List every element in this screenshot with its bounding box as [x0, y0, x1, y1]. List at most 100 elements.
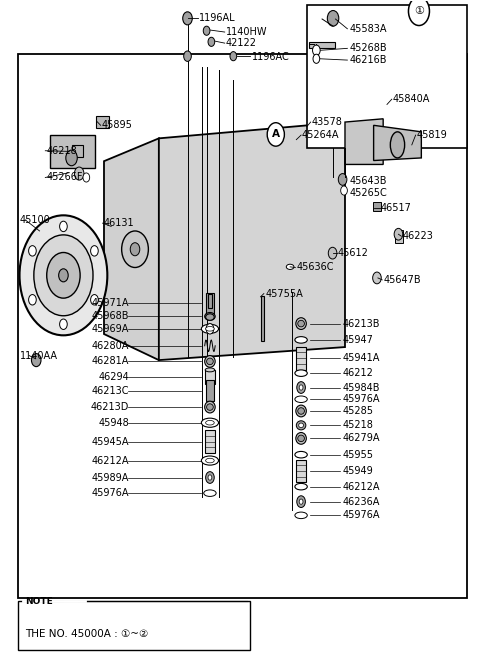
Bar: [309, 42, 336, 48]
Ellipse shape: [204, 312, 215, 320]
Ellipse shape: [206, 358, 213, 365]
Circle shape: [408, 0, 430, 26]
Ellipse shape: [296, 432, 306, 444]
Bar: [395, 230, 403, 243]
Polygon shape: [104, 138, 159, 360]
Ellipse shape: [295, 512, 307, 519]
Bar: [72, 145, 83, 157]
Circle shape: [267, 122, 284, 146]
Circle shape: [34, 235, 93, 316]
Ellipse shape: [298, 320, 304, 327]
Bar: [207, 293, 212, 308]
Circle shape: [29, 246, 36, 256]
Circle shape: [74, 167, 84, 180]
Circle shape: [83, 173, 90, 182]
Polygon shape: [159, 122, 345, 360]
Text: 45755A: 45755A: [265, 289, 303, 299]
Text: 46223: 46223: [402, 231, 433, 241]
Text: 45989A: 45989A: [92, 472, 129, 483]
Ellipse shape: [204, 490, 216, 496]
Text: 45643B: 45643B: [350, 176, 387, 187]
Ellipse shape: [205, 421, 214, 425]
Ellipse shape: [296, 405, 306, 417]
Bar: [50, 135, 96, 168]
Text: 45976A: 45976A: [343, 510, 380, 520]
Circle shape: [121, 231, 148, 267]
Ellipse shape: [296, 421, 306, 430]
Ellipse shape: [205, 368, 215, 372]
Ellipse shape: [295, 370, 307, 377]
Circle shape: [394, 229, 403, 240]
Ellipse shape: [201, 418, 218, 427]
Ellipse shape: [295, 451, 307, 458]
Text: 45612: 45612: [338, 248, 369, 258]
Ellipse shape: [298, 407, 304, 414]
Text: 46517: 46517: [381, 203, 412, 213]
Text: NOTE: NOTE: [25, 597, 53, 606]
Text: 1196AL: 1196AL: [199, 12, 236, 23]
Bar: [206, 293, 214, 314]
Text: 45976A: 45976A: [343, 394, 380, 404]
Text: 46279A: 46279A: [343, 434, 380, 443]
Circle shape: [328, 248, 337, 259]
Text: 46212A: 46212A: [92, 456, 129, 466]
Text: ①: ①: [414, 6, 424, 16]
Polygon shape: [373, 125, 421, 160]
Ellipse shape: [205, 327, 214, 331]
Ellipse shape: [299, 423, 303, 428]
Text: 1140HW: 1140HW: [226, 27, 267, 37]
Circle shape: [372, 272, 381, 284]
Circle shape: [297, 496, 305, 508]
Circle shape: [183, 12, 192, 25]
Ellipse shape: [205, 314, 214, 320]
Circle shape: [59, 269, 68, 282]
Text: 45984B: 45984B: [343, 383, 380, 392]
Ellipse shape: [206, 404, 213, 410]
Text: 46212: 46212: [343, 368, 373, 378]
Text: 45100: 45100: [20, 215, 50, 225]
Text: 46218: 46218: [47, 146, 77, 156]
Circle shape: [29, 295, 36, 305]
Circle shape: [205, 472, 214, 483]
Text: 45895: 45895: [102, 121, 132, 130]
Ellipse shape: [201, 324, 218, 333]
Text: 46294: 46294: [98, 372, 129, 382]
Ellipse shape: [201, 456, 218, 465]
Bar: [372, 202, 381, 211]
Ellipse shape: [295, 483, 307, 490]
Text: 46236A: 46236A: [343, 496, 380, 507]
Bar: [18, 601, 250, 650]
Circle shape: [338, 174, 347, 185]
Polygon shape: [345, 119, 383, 164]
Ellipse shape: [295, 337, 307, 343]
Text: 45265C: 45265C: [350, 188, 387, 198]
Circle shape: [312, 45, 320, 56]
Bar: [205, 370, 215, 384]
Ellipse shape: [295, 396, 307, 403]
Circle shape: [206, 324, 214, 334]
Text: 46213B: 46213B: [343, 318, 380, 329]
Bar: [307, 5, 467, 148]
Text: 46212A: 46212A: [343, 481, 380, 492]
Text: 45941A: 45941A: [343, 353, 380, 363]
Bar: [18, 54, 467, 598]
Text: 1140AA: 1140AA: [20, 350, 58, 360]
Circle shape: [91, 246, 98, 256]
Text: 43578: 43578: [312, 117, 342, 127]
Text: A: A: [272, 130, 280, 140]
Text: 45968B: 45968B: [92, 311, 129, 322]
Text: 45266F: 45266F: [47, 172, 83, 183]
Ellipse shape: [296, 318, 306, 329]
Circle shape: [60, 221, 67, 232]
Bar: [296, 460, 306, 482]
Text: 45945A: 45945A: [92, 437, 129, 447]
Text: 46216B: 46216B: [350, 55, 387, 65]
Text: 46131: 46131: [104, 218, 134, 228]
Circle shape: [299, 499, 303, 504]
Text: 42122: 42122: [226, 38, 257, 48]
Text: 45285: 45285: [343, 406, 373, 416]
Ellipse shape: [205, 458, 214, 463]
Bar: [204, 430, 215, 453]
Text: 45949: 45949: [343, 466, 373, 476]
Text: 45218: 45218: [343, 421, 373, 430]
